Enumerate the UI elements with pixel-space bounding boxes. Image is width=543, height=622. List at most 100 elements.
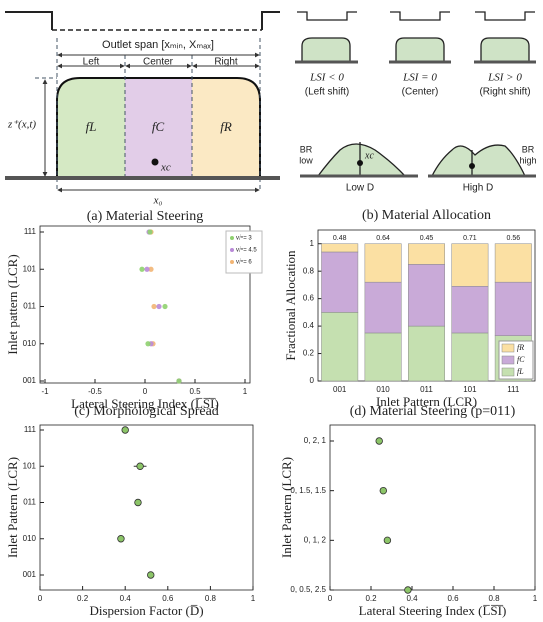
case-label: LSI > 0 <box>487 72 522 84</box>
plot-area <box>330 425 535 590</box>
x-tick-label: 1 <box>533 594 538 603</box>
y-tick-label: 101 <box>23 461 37 470</box>
bar-segment <box>408 244 444 265</box>
y-axis-label: Inlet pattern (LCR) <box>5 254 20 354</box>
legend-marker <box>230 248 234 252</box>
y-tick-label: 101 <box>23 264 37 273</box>
outlet-span-label: Outlet span [xₘᵢₙ, Xₘₐₓ] <box>102 39 214 51</box>
point <box>139 267 144 272</box>
y-tick-label: 0, 1.5, 1.5 <box>290 486 326 495</box>
bar-segment <box>452 286 488 333</box>
y-axis-label: Inlet Pattern (LCR) <box>5 457 20 558</box>
height-label: z⁺(x,t) <box>7 119 36 131</box>
fraction-label: fC <box>152 119 165 134</box>
legend-label: vᵢⁱⁿ= 4.5 <box>236 246 257 254</box>
x-tick-label: 0 <box>328 594 333 603</box>
bar-segment <box>321 312 357 381</box>
point <box>156 304 161 309</box>
bar-segment <box>365 244 401 282</box>
annotation: 0.71 <box>463 235 477 242</box>
x-tick-label: 111 <box>507 385 520 394</box>
x-tick-label: 0.2 <box>77 594 89 603</box>
case-label: LSI = 0 <box>402 72 437 84</box>
br-label: low <box>299 155 313 165</box>
y-tick-label: 111 <box>24 425 37 434</box>
fraction-label: fR <box>220 119 232 134</box>
point <box>151 304 156 309</box>
region-label: Left <box>83 57 100 68</box>
point <box>376 438 383 445</box>
y-tick-label: 011 <box>23 498 36 507</box>
x-tick-label: 0.5 <box>189 387 201 396</box>
dispersion-cases <box>300 142 536 176</box>
point <box>384 537 391 544</box>
plot-area <box>40 425 253 590</box>
x-tick-label: 101 <box>463 385 477 394</box>
chart-title: (c) Morphological Spread <box>74 404 219 419</box>
x-tick-label: 1 <box>251 594 256 603</box>
y-tick-label: 0.6 <box>303 294 315 303</box>
x-tick-label: 0.4 <box>120 594 132 603</box>
plot-area <box>40 226 250 383</box>
br-label: high <box>519 155 536 165</box>
legend-label: vᵢⁱⁿ= 3 <box>236 234 252 242</box>
x-tick-label: 0.6 <box>162 594 174 603</box>
x-tick-label: 010 <box>376 385 390 394</box>
y-tick-label: 010 <box>23 534 37 543</box>
figure: Outlet span [xₘᵢₙ, Xₘₐₓ] Left Center Rig… <box>0 0 543 622</box>
centroid-label: xc <box>160 162 171 174</box>
point <box>147 229 152 234</box>
annotation: 0.56 <box>506 235 520 242</box>
br-label: BR <box>522 144 535 154</box>
chart-title: (b) Material Allocation <box>362 208 491 223</box>
y-tick-label: 0, 0.5, 2.5 <box>290 585 326 594</box>
legend-label: fR <box>517 343 524 352</box>
x-tick-label: -1 <box>41 387 49 396</box>
bar-segment <box>452 333 488 381</box>
legend-label: vᵢⁱⁿ= 6 <box>236 258 252 266</box>
x-tick-label: 0.8 <box>488 594 500 603</box>
point <box>405 587 412 594</box>
point <box>380 487 387 494</box>
bar-segment <box>495 282 531 336</box>
bar-segment <box>321 252 357 312</box>
bar-segment <box>321 244 357 252</box>
y-tick-label: 1 <box>310 239 315 248</box>
case-note: (Center) <box>402 87 439 98</box>
point <box>147 572 154 579</box>
point <box>137 463 144 470</box>
br-label: BR <box>300 144 313 154</box>
legend-swatch <box>502 368 514 376</box>
y-tick-label: 0 <box>310 376 315 385</box>
schematic: Outlet span [xₘᵢₙ, Xₘₐₓ] Left Center Rig… <box>5 12 537 207</box>
x-tick-label: 0.4 <box>406 594 418 603</box>
legend-swatch <box>502 356 514 364</box>
legend-label: fL <box>517 367 524 376</box>
bar-segment <box>408 264 444 326</box>
x-tick-label: 0.8 <box>205 594 217 603</box>
case-label: LSI < 0 <box>309 72 344 84</box>
x-axis-label: Lateral Steering Index (L̅S̅I̅) <box>359 603 507 618</box>
y-tick-label: 001 <box>23 376 37 385</box>
centroid <box>469 163 475 169</box>
width-label: x₀ <box>153 195 163 207</box>
case-note: (Left shift) <box>305 87 349 98</box>
y-axis-label: Fractional Allocation <box>283 250 298 361</box>
centroid-label: xc <box>364 150 374 161</box>
bar-segment <box>365 333 401 381</box>
y-tick-label: 010 <box>23 339 37 348</box>
bar-segment <box>495 244 531 282</box>
chart-title: (d) Material Steering (p=011) <box>350 404 516 419</box>
x-tick-label: 0 <box>143 387 148 396</box>
case-note: (Right shift) <box>479 87 530 98</box>
y-tick-label: 111 <box>24 227 37 236</box>
x-axis-label: Dispersion Factor (D̅) <box>89 603 203 618</box>
centroid <box>357 160 363 166</box>
legend-label: fC <box>517 355 525 364</box>
y-axis-label: Inlet Pattern (LCR) <box>279 457 294 558</box>
point <box>118 535 125 542</box>
y-tick-label: 011 <box>23 302 36 311</box>
x-tick-label: 001 <box>333 385 347 394</box>
annotation: 0.48 <box>333 235 347 242</box>
y-tick-label: 001 <box>23 570 37 579</box>
